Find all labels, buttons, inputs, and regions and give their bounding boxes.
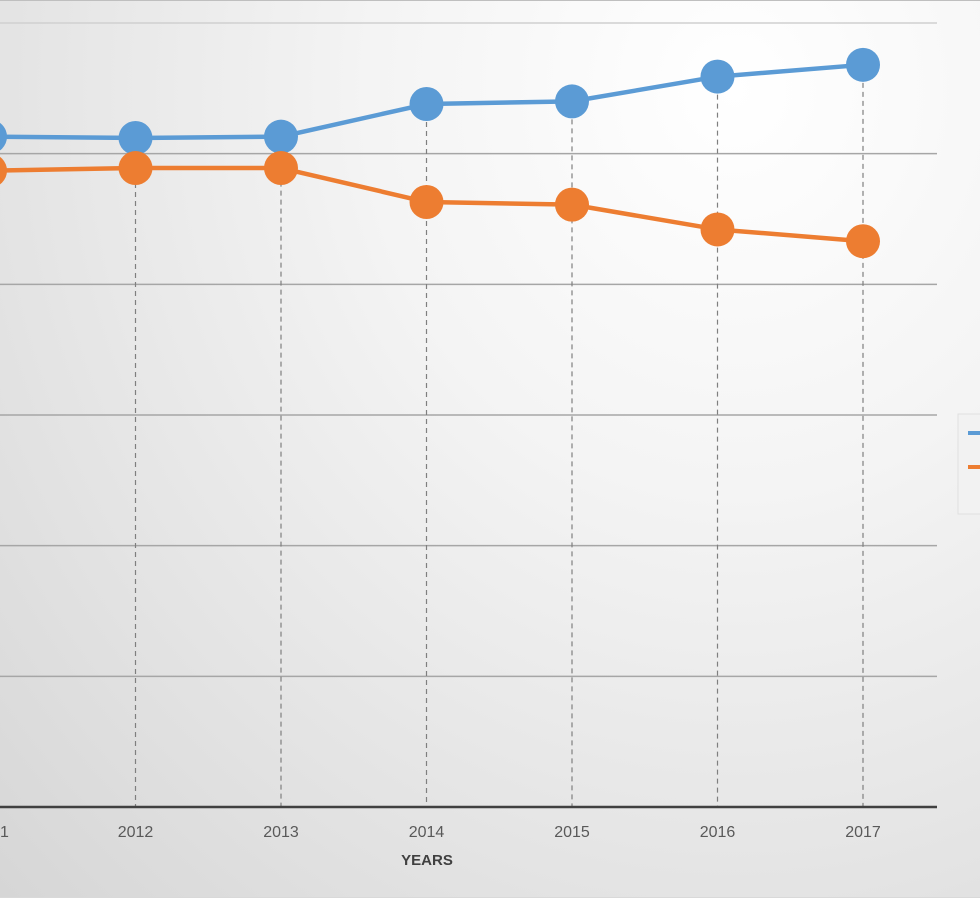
data-point bbox=[700, 212, 735, 247]
x-tick-label: 2016 bbox=[700, 824, 736, 841]
data-point bbox=[0, 156, 7, 185]
data-point bbox=[846, 224, 880, 259]
data-point bbox=[409, 185, 444, 220]
x-tick-label: 2017 bbox=[845, 824, 881, 841]
x-tick-labels: 1 2012 2013 2014 2015 2016 2017 bbox=[0, 824, 881, 841]
legend bbox=[957, 413, 980, 515]
data-point bbox=[118, 120, 153, 155]
x-tick-label: 2013 bbox=[263, 824, 299, 841]
x-axis-title: YEARS bbox=[401, 852, 453, 869]
data-point bbox=[264, 151, 298, 186]
series-layer bbox=[0, 47, 880, 259]
data-point bbox=[0, 122, 7, 151]
gridlines bbox=[0, 22, 937, 678]
data-point bbox=[555, 84, 589, 119]
data-point bbox=[846, 47, 880, 82]
x-tick-label: 2015 bbox=[554, 824, 590, 841]
series-1 bbox=[0, 47, 880, 155]
data-point bbox=[264, 119, 298, 154]
legend-box bbox=[957, 413, 980, 515]
x-tick-label: 2014 bbox=[409, 824, 445, 841]
x-tick-label: 1 bbox=[0, 824, 9, 841]
data-point bbox=[118, 151, 153, 186]
x-tick-label: 2012 bbox=[118, 824, 154, 841]
data-point bbox=[700, 59, 735, 94]
data-point bbox=[555, 187, 589, 222]
data-point bbox=[409, 87, 444, 122]
series-2 bbox=[0, 151, 880, 259]
